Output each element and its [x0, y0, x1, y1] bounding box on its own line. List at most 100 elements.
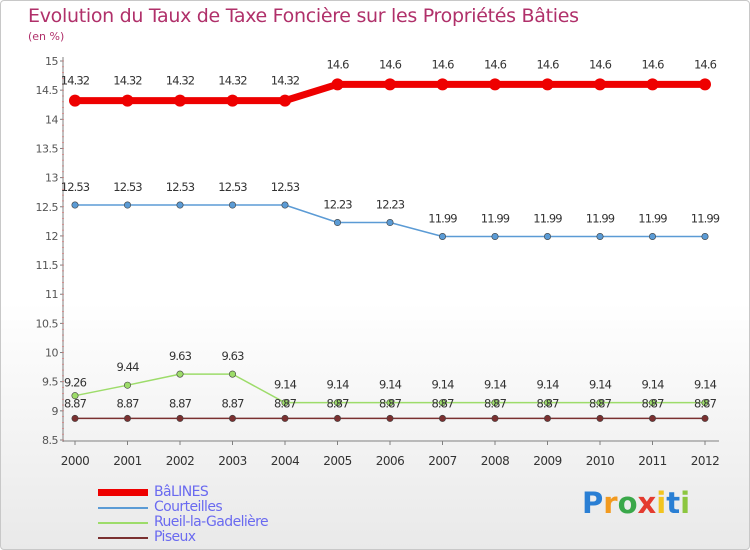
- data-label: 14.6: [536, 57, 559, 71]
- data-label: 11.99: [691, 212, 720, 226]
- data-point: [229, 414, 237, 422]
- data-label: 8.87: [641, 396, 664, 410]
- data-label: 9.14: [694, 378, 717, 392]
- legend-item: Rueil-la-Gadelière: [98, 515, 269, 530]
- legend-item: Piseux: [98, 530, 268, 545]
- data-point: [229, 370, 237, 378]
- data-point: [543, 414, 551, 422]
- data-label: 8.87: [64, 396, 87, 410]
- data-label: 14.6: [326, 57, 349, 71]
- x-tick-label: 2012: [691, 454, 720, 468]
- logo-letter: P: [582, 486, 604, 520]
- data-point: [438, 233, 446, 241]
- data-label: 9.14: [536, 378, 559, 392]
- data-label: 12.23: [376, 198, 405, 212]
- y-tick-label: 10.5: [36, 317, 59, 330]
- data-label: 11.99: [586, 212, 615, 226]
- y-tick-label: 11: [45, 288, 58, 301]
- y-tick-label: 11.5: [36, 259, 59, 272]
- data-label: 8.87: [274, 396, 297, 410]
- data-label: 8.87: [379, 396, 402, 410]
- logo-letter: t: [666, 486, 681, 520]
- data-point: [333, 414, 341, 422]
- logo-letter: x: [637, 486, 657, 520]
- data-point: [176, 414, 184, 422]
- data-point: [384, 78, 396, 91]
- data-point: [71, 201, 79, 209]
- y-tick-label: 12.5: [36, 201, 59, 214]
- legend: BâLINES Courteilles Rueil-la-Gadelière Pise…: [98, 484, 269, 545]
- y-tick-label: 9: [52, 405, 59, 418]
- y-tick-label: 13.5: [36, 142, 59, 155]
- data-point: [699, 78, 711, 91]
- data-label: 12.53: [113, 180, 142, 194]
- data-point: [386, 414, 394, 422]
- x-tick-label: 2004: [271, 454, 300, 468]
- chart-title: Evolution du Taux de Taxe Foncière sur l…: [28, 5, 579, 27]
- data-point: [701, 414, 709, 422]
- data-label: 8.87: [116, 396, 139, 410]
- data-point: [121, 94, 134, 107]
- data-point: [386, 219, 394, 227]
- data-point: [596, 414, 604, 422]
- data-point: [333, 219, 341, 227]
- data-point: [279, 94, 291, 107]
- logo-letter: r: [603, 486, 618, 520]
- data-point: [491, 233, 499, 241]
- data-label: 8.87: [484, 396, 507, 410]
- x-tick-label: 2005: [323, 454, 352, 468]
- data-point: [543, 399, 551, 407]
- data-label: 12.53: [166, 180, 195, 194]
- data-label: 9.44: [116, 360, 139, 374]
- x-tick-label: 2008: [481, 454, 510, 468]
- data-label: 9.14: [431, 378, 454, 392]
- data-label: 8.87: [694, 396, 717, 410]
- data-label: 14.6: [694, 57, 717, 71]
- data-point: [701, 399, 709, 407]
- data-point: [124, 414, 132, 422]
- data-label: 14.32: [113, 74, 142, 88]
- legend-label: BâLINES: [154, 484, 209, 500]
- data-label: 8.87: [221, 396, 244, 410]
- data-point: [648, 399, 656, 407]
- data-label: 9.14: [484, 378, 507, 392]
- data-label: 8.87: [431, 396, 454, 410]
- legend-swatch: [98, 489, 148, 496]
- y-tick-label: 15: [45, 55, 58, 68]
- data-label: 12.53: [271, 180, 300, 194]
- data-label: 12.53: [61, 180, 90, 194]
- proxiti-logo: Proxiti: [582, 486, 690, 520]
- data-point: [596, 233, 604, 241]
- data-point: [69, 94, 81, 107]
- data-label: 14.32: [166, 74, 195, 88]
- legend-swatch: [98, 536, 148, 539]
- y-tick-label: 14: [45, 113, 58, 126]
- data-label: 12.53: [218, 180, 247, 194]
- data-label: 8.87: [169, 396, 192, 410]
- data-label: 9.26: [64, 376, 87, 390]
- data-point: [281, 414, 289, 422]
- data-point: [438, 414, 446, 422]
- data-point: [226, 94, 239, 107]
- data-point: [438, 399, 446, 407]
- data-point: [436, 78, 449, 91]
- data-point: [229, 201, 237, 209]
- x-tick-label: 2003: [218, 454, 247, 468]
- data-label: 14.32: [271, 74, 300, 88]
- legend-label: Piseux: [154, 529, 196, 545]
- legend-swatch: [98, 506, 148, 509]
- x-tick-label: 2011: [638, 454, 667, 468]
- x-tick-label: 2010: [586, 454, 615, 468]
- x-tick-label: 2002: [166, 454, 195, 468]
- data-label: 12.23: [323, 198, 352, 212]
- data-point: [386, 399, 394, 407]
- data-point: [491, 414, 499, 422]
- data-point: [176, 201, 184, 209]
- data-point: [646, 78, 659, 91]
- y-tick-label: 12: [45, 230, 58, 243]
- data-label: 14.6: [589, 57, 612, 71]
- x-tick-label: 2001: [113, 454, 142, 468]
- data-label: 14.32: [61, 74, 90, 88]
- data-label: 11.99: [533, 212, 562, 226]
- data-point: [124, 201, 132, 209]
